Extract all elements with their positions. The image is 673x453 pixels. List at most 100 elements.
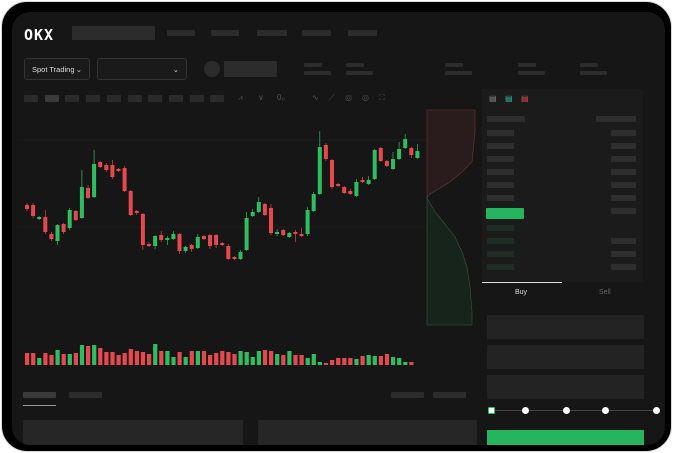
nav-item[interactable] — [167, 30, 195, 36]
filter-button[interactable] — [391, 392, 424, 398]
volume-bar — [134, 351, 139, 365]
ask-size — [611, 195, 636, 201]
candle — [31, 205, 36, 216]
volume-bar — [110, 352, 115, 365]
stat-label — [304, 63, 322, 67]
volume-bar — [330, 360, 335, 365]
bid-size — [611, 264, 636, 270]
volume-bar — [37, 358, 42, 365]
candle — [134, 211, 139, 213]
volume-bar — [348, 358, 353, 365]
volume-bar — [128, 349, 133, 365]
candle — [116, 169, 121, 171]
bid-price — [487, 225, 514, 231]
timeframe-button[interactable] — [127, 95, 142, 102]
amount-slider[interactable] — [492, 410, 657, 411]
slider-handle[interactable] — [488, 407, 495, 414]
candle — [378, 148, 383, 161]
timeframe-button[interactable] — [86, 95, 101, 102]
bid-size — [611, 238, 636, 244]
candle — [208, 235, 212, 246]
candle — [183, 247, 188, 251]
nav-item[interactable] — [348, 30, 377, 36]
candle — [25, 205, 29, 209]
tab-open-orders[interactable] — [23, 392, 56, 398]
timeframe-button[interactable] — [44, 95, 59, 102]
indicator-icon[interactable]: ⩘ — [238, 93, 243, 102]
search-bar[interactable] — [72, 26, 155, 40]
candle — [165, 238, 170, 240]
candle — [305, 210, 310, 234]
timeframe-button[interactable] — [24, 95, 38, 102]
tab-buy[interactable]: Buy — [515, 289, 528, 296]
settings-icon[interactable]: ◎ — [362, 93, 369, 102]
total-input[interactable] — [487, 375, 644, 399]
candle — [128, 191, 133, 215]
volume-bar — [177, 352, 182, 365]
candle — [226, 246, 231, 259]
timeframe-button[interactable] — [168, 95, 183, 102]
layout-bids-icon[interactable]: ▤ — [505, 94, 513, 103]
volume-bar — [293, 355, 298, 365]
volume-bar — [153, 344, 158, 365]
slider-step-50[interactable] — [563, 407, 570, 414]
timeframe-button[interactable] — [148, 95, 163, 102]
ask-price — [487, 130, 514, 136]
timeframe-button[interactable] — [106, 95, 121, 102]
timeframe-button[interactable] — [65, 95, 80, 102]
stat-label — [580, 63, 598, 67]
fullscreen-icon[interactable]: ⛶ — [379, 93, 385, 102]
timeframe-button[interactable] — [210, 95, 225, 102]
filter-button[interactable] — [433, 392, 466, 398]
volume-bar — [275, 354, 280, 365]
tab-sell[interactable]: Sell — [599, 289, 611, 296]
candle — [37, 217, 42, 219]
nav-item[interactable] — [302, 30, 331, 36]
candle — [55, 225, 60, 241]
line-tool-icon[interactable]: ∿ — [312, 93, 319, 102]
slider-step-75[interactable] — [602, 407, 609, 414]
candle — [177, 234, 182, 251]
slider-step-100[interactable] — [653, 407, 660, 414]
volume-bar — [31, 353, 36, 365]
market-type-select[interactable]: Spot Trading ⌄ — [24, 58, 90, 80]
volume-bar — [299, 355, 304, 365]
stat-value — [445, 71, 472, 75]
candle — [269, 208, 273, 233]
volume-bar — [262, 350, 268, 365]
market-type-label: Spot Trading — [32, 64, 75, 74]
last-price — [486, 208, 524, 219]
layout-both-icon[interactable]: ▤ — [489, 94, 497, 103]
nav-item[interactable] — [211, 30, 239, 36]
candle — [299, 234, 304, 236]
book-header — [596, 116, 636, 122]
compare-icon[interactable]: ∨ — [258, 93, 264, 102]
camera-icon[interactable]: ◎ — [345, 93, 352, 102]
candle — [287, 233, 292, 237]
price-input[interactable] — [487, 315, 644, 339]
volume-bar — [397, 358, 402, 365]
volume-bar — [49, 355, 54, 365]
timeframe-button[interactable] — [189, 95, 204, 102]
candle — [336, 184, 341, 186]
orders-card — [258, 420, 477, 445]
candle — [43, 217, 48, 232]
pair-select[interactable]: ⌄ — [97, 58, 187, 80]
coin-avatar — [204, 61, 220, 77]
layout-asks-icon[interactable]: ▤ — [521, 94, 529, 103]
stat-label — [518, 63, 536, 67]
timeframe-icon[interactable]: 0₀ — [277, 93, 285, 102]
tab-history[interactable] — [69, 392, 102, 398]
volume-bar — [354, 359, 359, 365]
ruler-icon[interactable]: ⟋ — [329, 93, 335, 102]
book-header — [487, 116, 525, 122]
nav-item[interactable] — [257, 30, 287, 36]
amount-input[interactable] — [487, 345, 644, 369]
okx-logo[interactable]: OKX — [24, 26, 55, 44]
slider-step-25[interactable] — [522, 407, 529, 414]
candle — [256, 202, 261, 212]
candle — [384, 161, 389, 166]
buy-button[interactable] — [487, 430, 644, 445]
volume-bar — [104, 352, 109, 365]
volume-bar — [269, 351, 274, 365]
